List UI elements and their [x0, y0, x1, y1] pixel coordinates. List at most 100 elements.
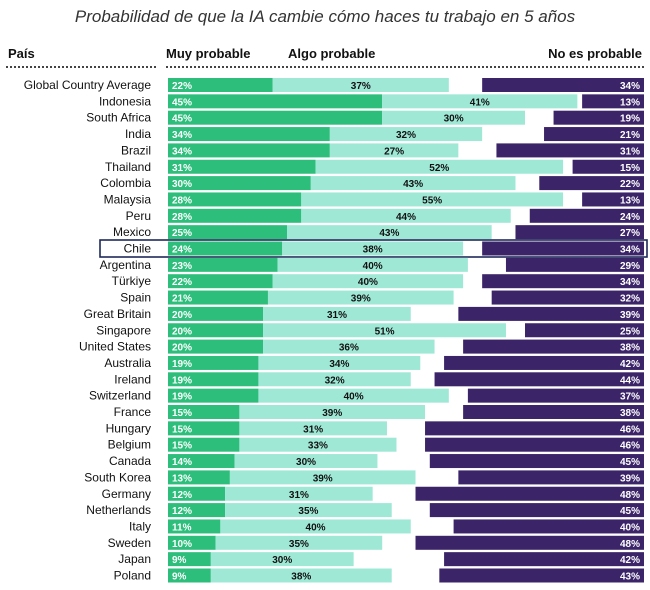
value-somewhat-likely: 55%	[422, 195, 442, 206]
value-very-likely: 24%	[172, 245, 192, 256]
bar-very-likely	[168, 437, 240, 452]
value-somewhat-likely: 41%	[470, 97, 490, 108]
bar-somewhat-likely	[382, 94, 578, 109]
country-label: Germany	[102, 487, 151, 501]
country-label: Canada	[109, 454, 151, 468]
value-somewhat-likely: 37%	[351, 81, 371, 92]
value-not-likely: 29%	[620, 261, 640, 272]
value-somewhat-likely: 32%	[325, 375, 345, 386]
value-very-likely: 34%	[172, 146, 192, 157]
country-label: Netherlands	[86, 503, 151, 517]
highlight-row-frame	[99, 239, 648, 258]
value-somewhat-likely: 36%	[339, 343, 359, 354]
bar-very-likely	[168, 535, 216, 550]
value-somewhat-likely: 31%	[327, 310, 347, 321]
bar-somewhat-likely	[272, 274, 464, 289]
country-label: Indonesia	[99, 94, 151, 108]
bar-not-likely	[572, 159, 644, 174]
value-not-likely: 27%	[620, 228, 640, 239]
value-somewhat-likely: 33%	[308, 441, 328, 452]
value-not-likely: 31%	[620, 146, 640, 157]
value-very-likely: 45%	[172, 97, 192, 108]
value-not-likely: 46%	[620, 441, 640, 452]
country-label: Sweden	[108, 536, 151, 550]
value-not-likely: 42%	[620, 359, 640, 370]
bar-not-likely	[539, 176, 644, 191]
country-label: Brazil	[121, 143, 151, 157]
bar-very-likely	[168, 274, 273, 289]
chart-title: Probabilidad de que la IA cambie cómo ha…	[74, 7, 576, 26]
bar-somewhat-likely	[277, 257, 468, 272]
header-country: País	[8, 46, 35, 61]
value-very-likely: 10%	[172, 539, 192, 550]
value-somewhat-likely: 38%	[363, 245, 383, 256]
bar-not-likely	[463, 405, 644, 419]
bar-not-likely	[415, 535, 644, 550]
bar-somewhat-likely	[263, 339, 435, 354]
value-somewhat-likely: 38%	[291, 572, 311, 583]
bar-very-likely	[168, 159, 316, 174]
bar-not-likely	[491, 290, 644, 305]
value-not-likely: 21%	[620, 130, 640, 141]
value-not-likely: 44%	[620, 375, 640, 386]
value-somewhat-likely: 30%	[296, 457, 316, 468]
bar-very-likely	[168, 421, 240, 436]
country-label: Singapore	[96, 323, 151, 337]
country-label: Belgium	[108, 438, 151, 452]
value-somewhat-likely: 27%	[384, 146, 404, 157]
value-not-likely: 15%	[620, 163, 640, 174]
bar-somewhat-likely	[258, 372, 411, 387]
value-very-likely: 45%	[172, 114, 192, 125]
value-somewhat-likely: 40%	[306, 522, 326, 533]
bar-not-likely	[582, 94, 644, 109]
value-somewhat-likely: 30%	[444, 114, 464, 125]
country-label: Malaysia	[104, 192, 152, 206]
bar-very-likely	[168, 552, 211, 567]
value-not-likely: 39%	[620, 310, 640, 321]
value-not-likely: 42%	[620, 555, 640, 566]
bar-somewhat-likely	[315, 159, 564, 174]
country-label: France	[114, 405, 152, 419]
value-very-likely: 21%	[172, 294, 192, 305]
bar-not-likely	[496, 143, 644, 158]
country-label: Switzerland	[89, 389, 151, 403]
bar-somewhat-likely	[329, 127, 483, 142]
bar-very-likely	[168, 323, 264, 338]
country-label: South Korea	[84, 470, 151, 484]
bar-somewhat-likely	[287, 225, 492, 240]
bar-not-likely	[429, 503, 644, 518]
value-not-likely: 46%	[620, 424, 640, 435]
bar-somewhat-likely	[210, 552, 354, 567]
bar-somewhat-likely	[301, 192, 564, 207]
value-not-likely: 34%	[620, 81, 640, 92]
bar-not-likely	[553, 110, 644, 125]
country-label: Mexico	[113, 225, 151, 239]
value-very-likely: 20%	[172, 310, 192, 321]
country-label: Argentina	[100, 258, 152, 272]
value-very-likely: 11%	[172, 522, 192, 533]
bar-somewhat-likely	[229, 470, 416, 485]
country-label: Peru	[126, 209, 151, 223]
bar-very-likely	[168, 94, 383, 109]
value-somewhat-likely: 44%	[396, 212, 416, 223]
value-very-likely: 23%	[172, 261, 192, 272]
bar-not-likely	[425, 437, 644, 452]
value-very-likely: 20%	[172, 326, 192, 337]
value-not-likely: 19%	[620, 114, 640, 125]
country-label: Italy	[129, 519, 151, 533]
value-very-likely: 15%	[172, 441, 192, 452]
value-somewhat-likely: 40%	[358, 277, 378, 288]
bar-very-likely	[168, 388, 259, 403]
country-label: Chile	[124, 242, 152, 256]
value-somewhat-likely: 43%	[403, 179, 423, 190]
bar-not-likely	[444, 355, 644, 370]
bar-very-likely	[168, 127, 330, 142]
header-divider-left	[6, 66, 156, 68]
value-not-likely: 45%	[620, 457, 640, 468]
bar-somewhat-likely	[329, 143, 459, 158]
bar-not-likely	[505, 257, 644, 272]
bar-somewhat-likely	[220, 519, 411, 534]
value-somewhat-likely: 35%	[298, 506, 318, 517]
value-not-likely: 13%	[620, 97, 640, 108]
bar-very-likely	[168, 306, 264, 321]
